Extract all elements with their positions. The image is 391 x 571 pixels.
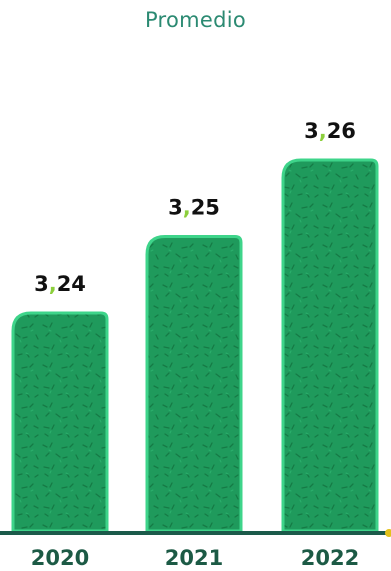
x-axis-line bbox=[0, 531, 391, 535]
value-label-2022: 3,26 bbox=[304, 119, 356, 143]
x-axis bbox=[0, 529, 391, 537]
axis-end-dot bbox=[385, 529, 391, 537]
labels-group: 3,24 2020 3,25 2021 3,26 2022 bbox=[31, 119, 359, 570]
value-label-2020: 3,24 bbox=[34, 272, 86, 296]
bar-2020 bbox=[11, 311, 109, 533]
category-label-2021: 2021 bbox=[165, 546, 223, 570]
bars-group bbox=[11, 158, 379, 533]
category-label-2020: 2020 bbox=[31, 546, 89, 570]
category-label-2022: 2022 bbox=[301, 546, 359, 570]
value-label-2021: 3,25 bbox=[168, 196, 220, 220]
bar-2022 bbox=[281, 158, 379, 533]
chart-title: Promedio bbox=[144, 8, 247, 32]
bar-2021 bbox=[145, 235, 243, 533]
